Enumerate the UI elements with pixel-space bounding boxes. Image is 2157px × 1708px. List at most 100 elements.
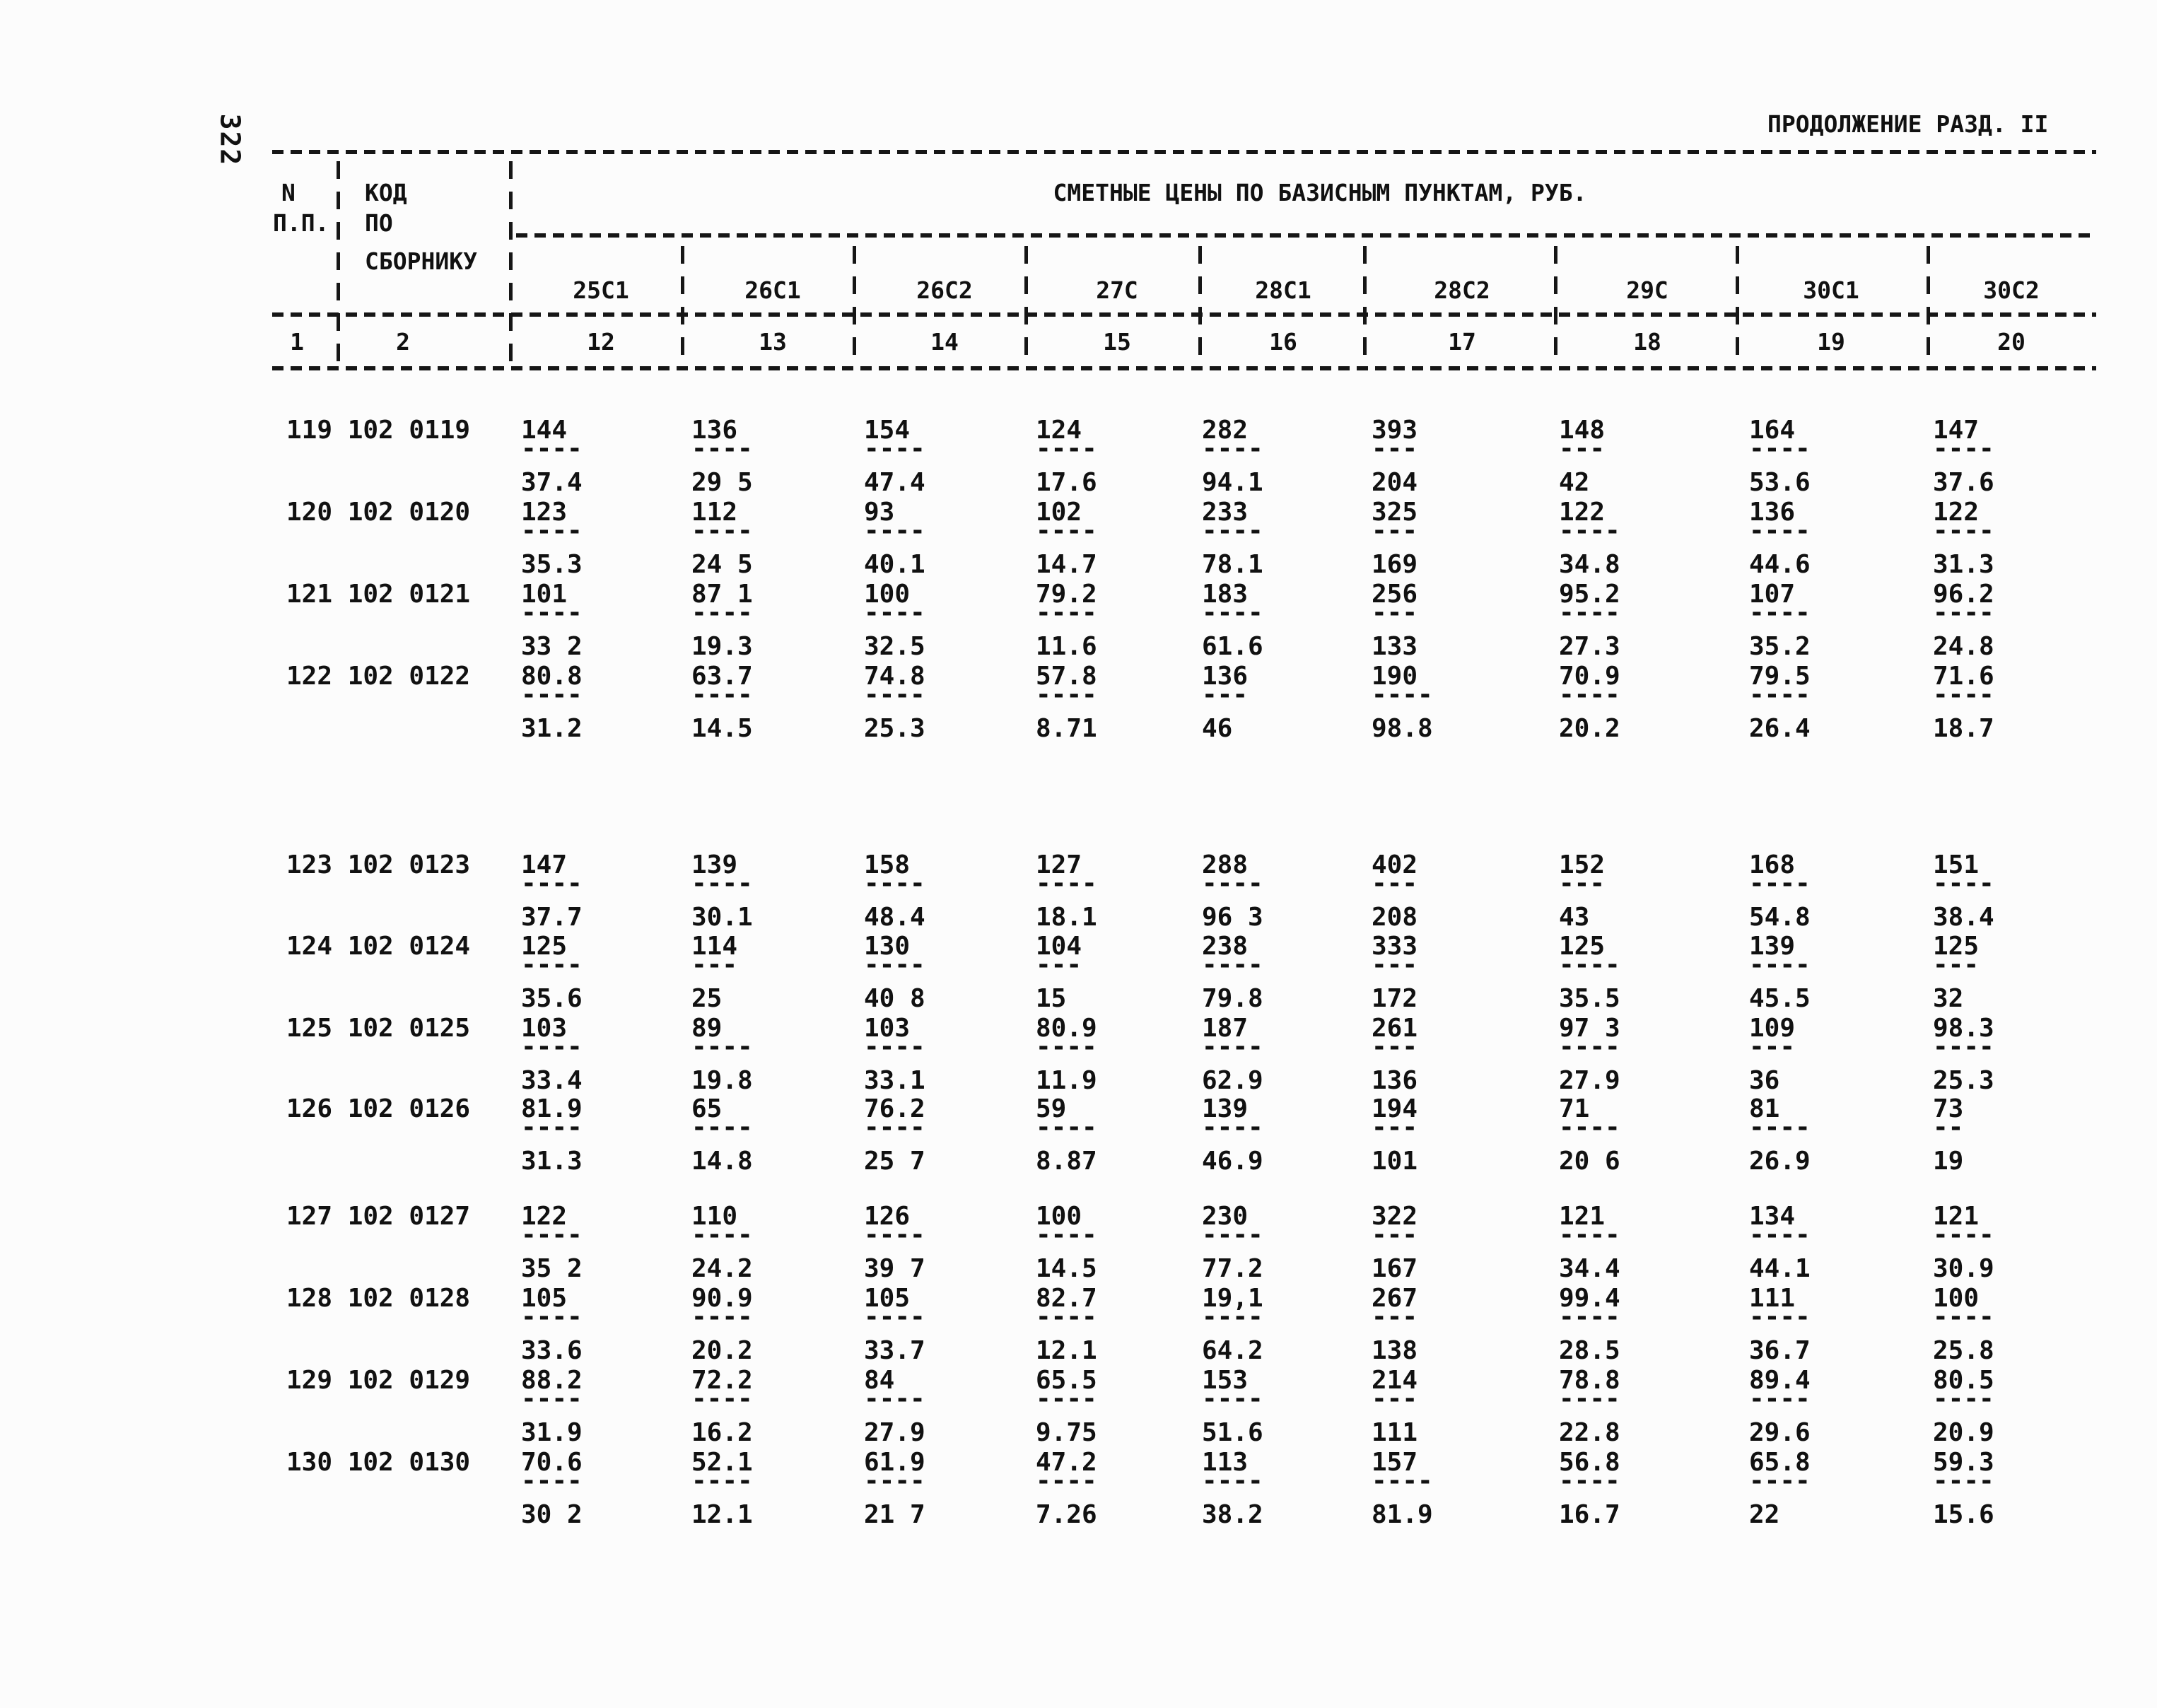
cell-numerator: 238 bbox=[1202, 932, 1249, 961]
cell-fraction-bar: ---- bbox=[864, 950, 925, 979]
column-divider bbox=[1198, 246, 1202, 365]
cell-numerator: 57.8 bbox=[1036, 662, 1097, 691]
cell-numerator: 325 bbox=[1372, 498, 1418, 527]
column-number-label: 20 bbox=[1997, 328, 2026, 356]
cell-denominator: 14.5 bbox=[1036, 1254, 1097, 1283]
cell-denominator: 37.7 bbox=[521, 903, 583, 932]
dashed-rule-header-bottom bbox=[272, 366, 2096, 370]
cell-denominator: 101 bbox=[1372, 1147, 1418, 1176]
cell-fraction-bar: ---- bbox=[1749, 1220, 1811, 1249]
cell-denominator: 7.26 bbox=[1036, 1500, 1097, 1529]
cell-denominator: 24.8 bbox=[1933, 632, 1994, 661]
cell-numerator: 152 bbox=[1559, 850, 1606, 879]
cell-fraction-bar: ---- bbox=[521, 1113, 583, 1142]
cell-denominator: 32 bbox=[1933, 984, 1964, 1013]
column-header-label: 26С2 bbox=[916, 276, 973, 304]
cell-fraction-bar: ---- bbox=[1933, 680, 1994, 709]
cell-denominator: 14.5 bbox=[691, 714, 753, 743]
cell-denominator: 111 bbox=[1372, 1418, 1418, 1447]
cell-numerator: 80.9 bbox=[1036, 1014, 1097, 1043]
cell-denominator: 34.8 bbox=[1559, 550, 1620, 579]
cell-fraction-bar: ---- bbox=[691, 1032, 753, 1061]
cell-numerator: 112 bbox=[691, 498, 738, 527]
cell-denominator: 46.9 bbox=[1202, 1147, 1263, 1176]
dashed-rule-top bbox=[272, 150, 2096, 154]
page-number: 322 bbox=[214, 113, 246, 167]
cell-denominator: 37.4 bbox=[521, 468, 583, 497]
cell-denominator: 44.6 bbox=[1749, 550, 1811, 579]
cell-numerator: 97 3 bbox=[1559, 1014, 1620, 1043]
cell-denominator: 24.2 bbox=[691, 1254, 753, 1283]
cell-fraction-bar: ---- bbox=[1036, 434, 1097, 463]
cell-numerator: 121 bbox=[1559, 1202, 1606, 1231]
table-row: 123 102 0123 147 ---- 37.7 139 ---- 30.1 158 ---… bbox=[272, 850, 2110, 931]
cell-fraction-bar: ---- bbox=[1559, 1384, 1620, 1413]
row-number-and-code: 128 102 0128 bbox=[286, 1284, 471, 1313]
cell-denominator: 27.3 bbox=[1559, 632, 1620, 661]
cell-denominator: 47.4 bbox=[864, 468, 925, 497]
cell-fraction-bar: --- bbox=[1372, 516, 1418, 545]
column-divider bbox=[1024, 246, 1028, 365]
cell-denominator: 20.2 bbox=[1559, 714, 1620, 743]
cell-fraction-bar: ---- bbox=[691, 434, 753, 463]
column-number-label: 14 bbox=[930, 328, 959, 356]
cell-denominator: 11.9 bbox=[1036, 1066, 1097, 1095]
cell-fraction-bar: ---- bbox=[1202, 598, 1263, 627]
cell-numerator: 74.8 bbox=[864, 662, 925, 691]
cell-denominator: 172 bbox=[1372, 984, 1418, 1013]
cell-numerator: 103 bbox=[864, 1014, 911, 1043]
cell-numerator: 288 bbox=[1202, 850, 1249, 879]
dashed-rule-under-span-title bbox=[516, 233, 2096, 238]
cell-fraction-bar: ---- bbox=[691, 680, 753, 709]
cell-denominator: 33.4 bbox=[521, 1066, 583, 1095]
cell-numerator: 134 bbox=[1749, 1202, 1796, 1231]
cell-fraction-bar: ---- bbox=[864, 1113, 925, 1142]
cell-denominator: 167 bbox=[1372, 1254, 1418, 1283]
cell-fraction-bar: ---- bbox=[1202, 869, 1263, 898]
cell-numerator: 76.2 bbox=[864, 1094, 925, 1123]
cell-numerator: 126 bbox=[864, 1202, 911, 1231]
column-header-label: 25С1 bbox=[573, 276, 629, 304]
cell-denominator: 38.4 bbox=[1933, 903, 1994, 932]
cell-fraction-bar: ---- bbox=[1933, 1384, 1994, 1413]
cell-numerator: 121 bbox=[1933, 1202, 1980, 1231]
cell-numerator: 96.2 bbox=[1933, 580, 1994, 609]
cell-fraction-bar: ---- bbox=[1933, 1220, 1994, 1249]
cell-denominator: 26.9 bbox=[1749, 1147, 1811, 1176]
cell-denominator: 14.7 bbox=[1036, 550, 1097, 579]
cell-numerator: 136 bbox=[691, 416, 738, 445]
cell-fraction-bar: ---- bbox=[1933, 516, 1994, 545]
cell-denominator: 25 bbox=[691, 984, 723, 1013]
row-number-and-code: 122 102 0122 bbox=[286, 662, 471, 691]
cell-numerator: 100 bbox=[864, 580, 911, 609]
table-row: 119 102 0119 144 ---- 37.4 136 ---- 29 5 154 ---… bbox=[272, 416, 2110, 496]
cell-denominator: 25.3 bbox=[1933, 1066, 1994, 1095]
cell-numerator: 65 bbox=[691, 1094, 723, 1123]
cell-denominator: 98.8 bbox=[1372, 714, 1433, 743]
cell-denominator: 19 bbox=[1933, 1147, 1964, 1176]
cell-numerator: 100 bbox=[1933, 1284, 1980, 1313]
cell-numerator: 333 bbox=[1372, 932, 1418, 961]
cell-fraction-bar: --- bbox=[1372, 1302, 1418, 1331]
cell-denominator: 37.6 bbox=[1933, 468, 1994, 497]
cell-numerator: 93 bbox=[864, 498, 895, 527]
cell-numerator: 147 bbox=[521, 850, 568, 879]
cell-fraction-bar: ---- bbox=[1036, 869, 1097, 898]
cell-numerator: 139 bbox=[691, 850, 738, 879]
cell-denominator: 27.9 bbox=[864, 1418, 925, 1447]
row-number-and-code: 120 102 0120 bbox=[286, 498, 471, 527]
cell-denominator: 48.4 bbox=[864, 903, 925, 932]
cell-numerator: 65.5 bbox=[1036, 1366, 1097, 1395]
cell-denominator: 19.3 bbox=[691, 632, 753, 661]
cell-numerator: 72.2 bbox=[691, 1366, 753, 1395]
cell-denominator: 35.2 bbox=[1749, 632, 1811, 661]
cell-denominator: 42 bbox=[1559, 468, 1590, 497]
cell-numerator: 153 bbox=[1202, 1366, 1249, 1395]
cell-fraction-bar: ---- bbox=[1559, 516, 1620, 545]
cell-numerator: 214 bbox=[1372, 1366, 1418, 1395]
cell-numerator: 125 bbox=[1933, 932, 1980, 961]
cell-denominator: 33.6 bbox=[521, 1336, 583, 1365]
cell-denominator: 26.4 bbox=[1749, 714, 1811, 743]
cell-numerator: 73 bbox=[1933, 1094, 1964, 1123]
row-number-and-code: 121 102 0121 bbox=[286, 580, 471, 609]
